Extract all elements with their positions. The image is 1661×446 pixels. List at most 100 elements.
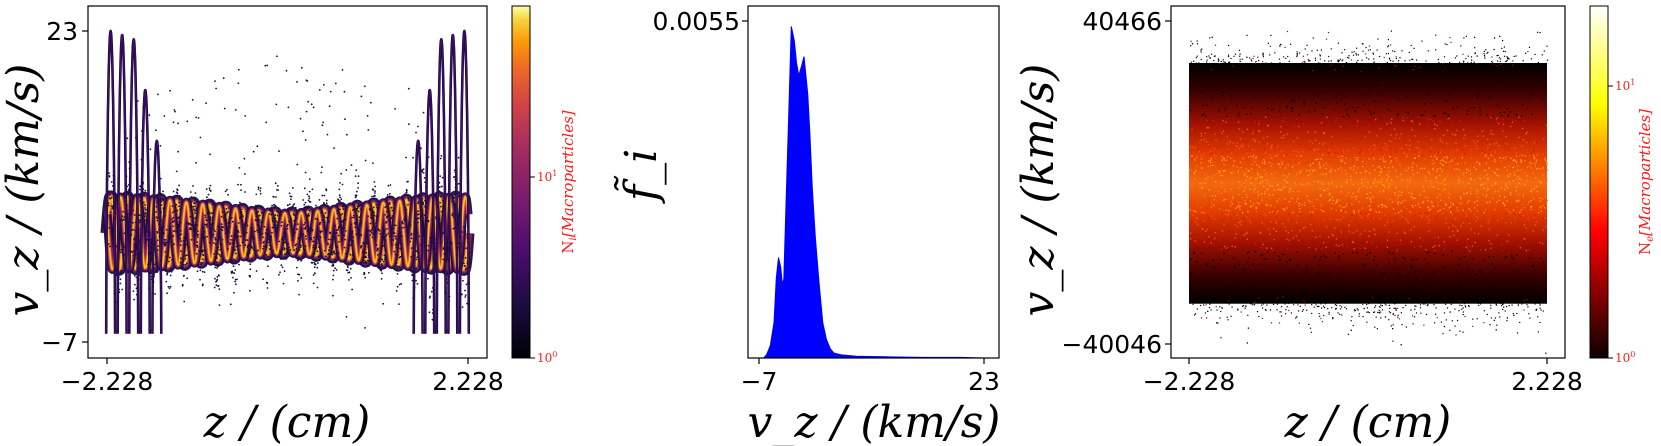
ion-halo-point bbox=[167, 285, 170, 288]
electron-tail-point bbox=[1295, 317, 1297, 319]
electron-point bbox=[1281, 284, 1283, 287]
electron-point bbox=[1526, 222, 1529, 224]
electron-point bbox=[1309, 140, 1311, 142]
ion-halo-point bbox=[427, 259, 430, 262]
electron-point bbox=[1495, 104, 1498, 106]
electron-point bbox=[1405, 170, 1407, 172]
electron-point bbox=[1259, 220, 1261, 222]
electron-tail-point bbox=[1339, 58, 1341, 60]
electron-point bbox=[1518, 116, 1520, 118]
ion-halo-point bbox=[126, 185, 128, 188]
ion-halo-point bbox=[276, 214, 279, 217]
electron-point bbox=[1481, 183, 1483, 186]
ion-halo-point bbox=[466, 234, 469, 237]
electron-point bbox=[1543, 138, 1545, 140]
electron-point bbox=[1494, 151, 1496, 153]
electron-point bbox=[1371, 194, 1374, 197]
ion-halo-point bbox=[402, 226, 405, 229]
electron-point bbox=[1505, 144, 1507, 146]
electron-point bbox=[1409, 211, 1412, 213]
electron-point bbox=[1350, 214, 1353, 216]
ion-halo-point bbox=[195, 209, 198, 212]
electron-point bbox=[1239, 208, 1241, 210]
ion-halo-point bbox=[427, 219, 430, 222]
ion-halo-point bbox=[299, 244, 301, 247]
electron-point bbox=[1299, 96, 1301, 98]
electron-point bbox=[1491, 235, 1493, 237]
ion-halo-point bbox=[405, 191, 408, 194]
electron-point bbox=[1492, 155, 1494, 158]
ion-halo-point bbox=[127, 192, 129, 195]
electron-point bbox=[1249, 193, 1251, 195]
electron-point bbox=[1230, 201, 1233, 203]
electron-point bbox=[1410, 196, 1413, 198]
ion-halo-point bbox=[185, 262, 188, 265]
electron-point bbox=[1325, 246, 1327, 248]
electron-point bbox=[1509, 173, 1511, 175]
ion-halo-point bbox=[139, 188, 141, 191]
ion-halo-point bbox=[129, 200, 132, 203]
electron-point bbox=[1368, 230, 1371, 233]
ion-halo-point bbox=[189, 206, 192, 209]
ion-halo-point bbox=[122, 248, 125, 251]
electron-tail-point bbox=[1388, 319, 1390, 321]
electron-tail-point bbox=[1299, 305, 1301, 307]
ion-halo-point bbox=[174, 205, 177, 208]
ion-halo-point bbox=[455, 247, 458, 249]
electron-point bbox=[1222, 220, 1224, 222]
electron-tail-point bbox=[1353, 310, 1355, 312]
electron-point bbox=[1543, 207, 1546, 209]
electron-point bbox=[1476, 192, 1478, 195]
ion-halo-point bbox=[209, 232, 212, 234]
electron-tail-point bbox=[1234, 300, 1236, 302]
electron-point bbox=[1379, 154, 1381, 156]
ion-halo-point bbox=[205, 218, 208, 221]
electron-point bbox=[1372, 137, 1374, 139]
electron-tail-point bbox=[1493, 297, 1495, 299]
ion-halo-point bbox=[155, 216, 158, 219]
ion-stray-point bbox=[142, 117, 145, 120]
ion-halo-point bbox=[456, 254, 458, 256]
electron-point bbox=[1304, 226, 1306, 229]
electron-point bbox=[1244, 189, 1247, 191]
electron-point bbox=[1418, 149, 1420, 151]
electron-point bbox=[1374, 233, 1376, 236]
electron-tail-point bbox=[1239, 58, 1241, 60]
electron-point bbox=[1414, 204, 1416, 207]
electron-point bbox=[1356, 167, 1358, 169]
electron-point bbox=[1526, 177, 1528, 179]
ion-halo-point bbox=[432, 257, 435, 259]
electron-point bbox=[1365, 162, 1367, 165]
electron-point bbox=[1511, 187, 1513, 189]
electron-tail-point bbox=[1538, 303, 1541, 305]
ion-halo-point bbox=[297, 237, 300, 240]
electron-point bbox=[1246, 196, 1248, 198]
electron-point bbox=[1292, 237, 1294, 239]
ytick-label-dist: 0.0055 bbox=[653, 7, 740, 36]
electron-point bbox=[1505, 232, 1507, 234]
ion-halo-point bbox=[262, 247, 264, 250]
electron-point bbox=[1221, 132, 1223, 135]
electron-point bbox=[1227, 143, 1229, 145]
electron-point bbox=[1286, 106, 1288, 109]
ion-halo-point bbox=[419, 244, 422, 247]
electron-tail-point bbox=[1234, 53, 1237, 55]
electron-point bbox=[1530, 200, 1532, 202]
electron-point bbox=[1431, 163, 1433, 165]
electron-point bbox=[1471, 157, 1473, 159]
electron-point bbox=[1315, 236, 1317, 238]
electron-point bbox=[1240, 166, 1242, 169]
ion-halo-point bbox=[442, 258, 445, 261]
ion-halo-point bbox=[214, 256, 217, 258]
ion-halo-point bbox=[132, 260, 135, 262]
electron-tail-point bbox=[1322, 302, 1324, 304]
ion-halo-point bbox=[136, 269, 138, 272]
electron-point bbox=[1223, 223, 1225, 225]
electron-point bbox=[1495, 192, 1497, 195]
electron-point bbox=[1518, 290, 1520, 292]
ion-halo-point bbox=[422, 234, 425, 237]
electron-point bbox=[1500, 127, 1502, 130]
ion-halo-point bbox=[193, 208, 195, 211]
ion-halo-point bbox=[162, 207, 165, 210]
ion-halo-point bbox=[274, 217, 277, 220]
